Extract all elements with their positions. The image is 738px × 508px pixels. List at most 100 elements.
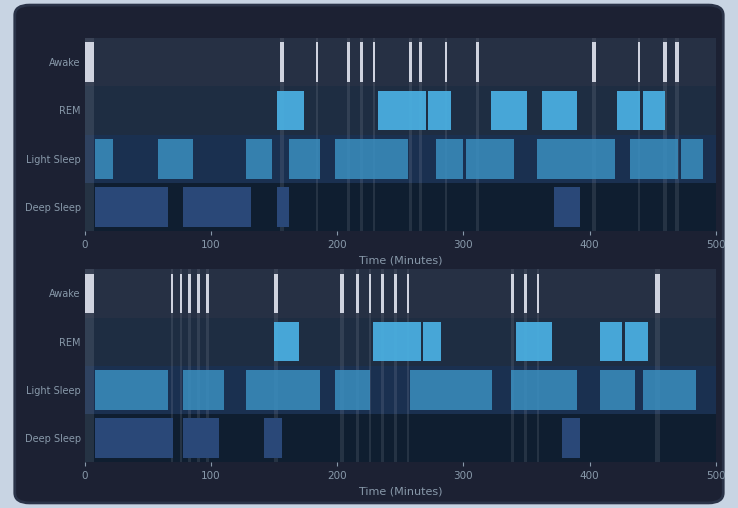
Bar	[348, 43, 350, 82]
Bar	[335, 139, 408, 178]
Bar	[85, 38, 94, 231]
Bar	[638, 38, 640, 231]
Bar	[188, 274, 191, 313]
Bar	[373, 38, 375, 231]
Bar	[95, 419, 173, 458]
Bar	[85, 43, 94, 82]
Bar	[663, 43, 666, 82]
Bar	[280, 43, 284, 82]
Bar	[95, 187, 168, 227]
Bar	[158, 139, 193, 178]
Bar	[183, 370, 224, 409]
Bar	[407, 274, 409, 313]
Bar	[419, 38, 422, 231]
Bar	[680, 139, 703, 178]
Bar	[625, 322, 648, 361]
Bar	[444, 38, 447, 231]
Bar	[655, 274, 661, 313]
Bar	[373, 43, 375, 82]
Bar	[170, 274, 173, 313]
Bar	[409, 43, 412, 82]
Bar	[655, 269, 661, 462]
Bar	[360, 43, 362, 82]
Bar	[335, 370, 370, 409]
Bar	[382, 269, 384, 462]
Bar	[675, 43, 679, 82]
Bar	[275, 274, 278, 313]
Bar	[511, 269, 514, 462]
Bar	[428, 91, 451, 130]
Bar	[407, 269, 409, 462]
Bar	[95, 370, 168, 409]
Bar	[394, 274, 396, 313]
Bar	[369, 274, 371, 313]
Bar	[554, 187, 579, 227]
Bar	[246, 139, 272, 178]
Bar	[643, 370, 696, 409]
Bar	[85, 135, 716, 183]
Bar	[663, 38, 666, 231]
Bar	[378, 91, 426, 130]
Bar	[466, 139, 514, 178]
Bar	[197, 269, 200, 462]
Bar	[85, 366, 716, 414]
Bar	[183, 419, 218, 458]
Bar	[280, 38, 284, 231]
Bar	[537, 274, 539, 313]
Bar	[183, 187, 252, 227]
Bar	[524, 274, 527, 313]
Bar	[410, 370, 492, 409]
Bar	[277, 187, 289, 227]
X-axis label: Time (Minutes): Time (Minutes)	[359, 256, 442, 266]
Bar	[339, 274, 344, 313]
Bar	[206, 274, 209, 313]
Bar	[316, 38, 318, 231]
Bar	[562, 419, 579, 458]
Bar	[85, 274, 94, 313]
Bar	[537, 269, 539, 462]
Bar	[339, 269, 344, 462]
Bar	[275, 269, 278, 462]
Bar	[85, 414, 716, 462]
Bar	[592, 43, 596, 82]
Bar	[394, 269, 396, 462]
Bar	[409, 38, 412, 231]
Bar	[537, 139, 615, 178]
Bar	[382, 274, 384, 313]
Bar	[316, 43, 318, 82]
Bar	[675, 38, 679, 231]
Bar	[85, 86, 716, 135]
Bar	[85, 269, 716, 318]
Bar	[492, 91, 527, 130]
Bar	[85, 318, 716, 366]
Bar	[360, 38, 362, 231]
Bar	[289, 139, 320, 178]
Bar	[264, 419, 282, 458]
Bar	[600, 370, 635, 409]
Bar	[197, 274, 200, 313]
Bar	[517, 322, 552, 361]
Bar	[188, 269, 191, 462]
Bar	[179, 274, 182, 313]
Bar	[348, 38, 350, 231]
Bar	[85, 183, 716, 231]
Bar	[275, 322, 300, 361]
Bar	[419, 43, 422, 82]
Bar	[435, 139, 463, 178]
X-axis label: Time (Minutes): Time (Minutes)	[359, 487, 442, 497]
Bar	[618, 91, 640, 130]
Bar	[170, 269, 173, 462]
Bar	[373, 322, 421, 361]
Bar	[511, 370, 577, 409]
Bar	[638, 43, 640, 82]
Bar	[524, 269, 527, 462]
Bar	[356, 269, 359, 462]
Bar	[643, 91, 666, 130]
Bar	[206, 269, 209, 462]
Bar	[444, 43, 447, 82]
Bar	[179, 269, 182, 462]
Bar	[423, 322, 441, 361]
Bar	[592, 38, 596, 231]
Bar	[630, 139, 678, 178]
Bar	[85, 38, 716, 86]
